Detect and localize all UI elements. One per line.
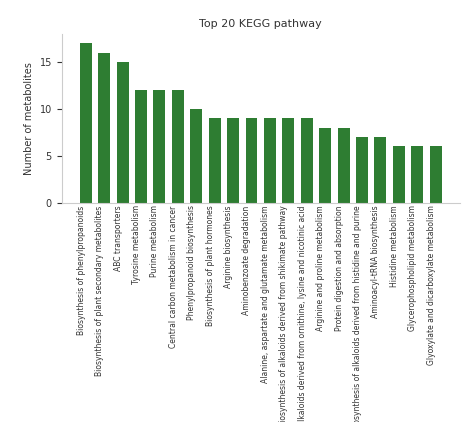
Bar [301, 118, 313, 203]
Bar [227, 118, 239, 203]
Bar [356, 137, 368, 203]
Bar [283, 118, 294, 203]
Bar [209, 118, 220, 203]
Bar [98, 52, 110, 203]
Bar [319, 127, 331, 203]
Bar [172, 90, 184, 203]
Title: Top 20 KEGG pathway: Top 20 KEGG pathway [200, 19, 322, 29]
Bar [246, 118, 257, 203]
Bar [430, 146, 442, 203]
Bar [80, 43, 91, 203]
Bar [411, 146, 423, 203]
Bar [135, 90, 147, 203]
Bar [374, 137, 386, 203]
Bar [190, 109, 202, 203]
Y-axis label: Number of metabolites: Number of metabolites [24, 62, 34, 175]
Bar [393, 146, 405, 203]
Bar [117, 62, 128, 203]
Bar [154, 90, 165, 203]
Bar [264, 118, 276, 203]
Bar [337, 127, 350, 203]
